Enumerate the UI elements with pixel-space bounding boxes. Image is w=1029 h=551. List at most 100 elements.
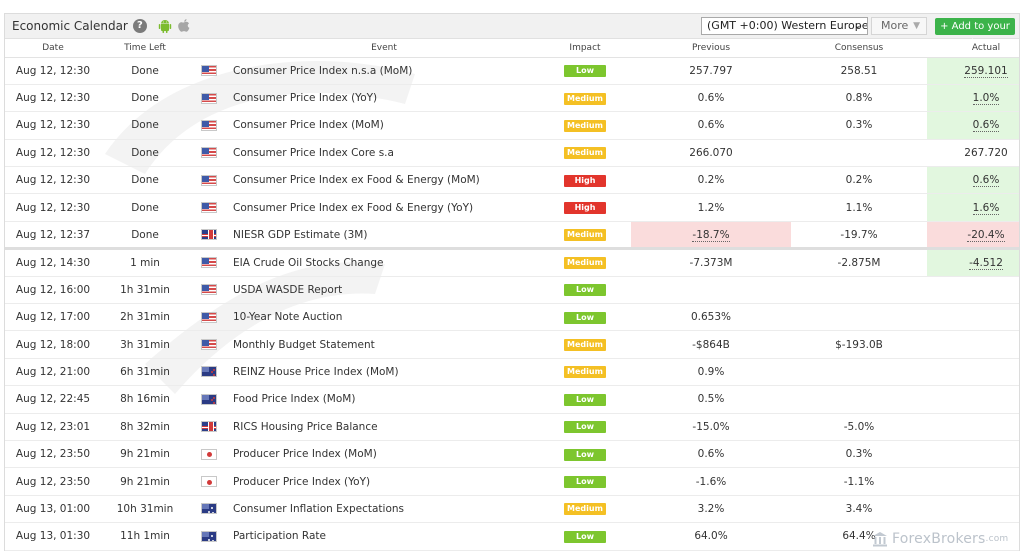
event-name[interactable]: Food Price Index (MoM) [229,385,539,414]
event-name[interactable]: EIA Crude Oil Stocks Change [229,248,539,277]
table-row[interactable]: Aug 12, 17:00 2h 31min 10-Year Note Auctio… [5,303,1019,332]
impact-badge: Low [564,530,606,543]
event-previous: 0.6% [631,111,791,140]
table-row[interactable]: Aug 13, 01:00 10h 31min Consumer Inflation… [5,495,1019,524]
previous-value: -15.0% [692,420,730,433]
event-name[interactable]: Producer Price Index (YoY) [229,467,539,496]
event-name[interactable]: USDA WASDE Report [229,276,539,305]
event-impact-cell: Medium [539,248,631,277]
au-flag-icon [201,503,217,515]
event-previous: 0.6% [631,84,791,113]
table-row[interactable]: Aug 12, 12:30 Done Consumer Price Index n.… [5,57,1019,85]
header-previous[interactable]: Previous [631,39,791,58]
table-row[interactable]: Aug 12, 12:30 Done Consumer Price Index ex… [5,193,1019,222]
event-previous: 0.9% [631,358,791,387]
previous-value: 0.6% [697,448,725,461]
event-name[interactable]: Consumer Price Index ex Food & Energy (M… [229,166,539,195]
table-row[interactable]: Aug 12, 12:37 Done NIESR GDP Estimate (3M)… [5,221,1019,251]
table-row[interactable]: Aug 12, 12:30 Done Consumer Price Index (Y… [5,84,1019,113]
event-previous: 3.2% [631,495,791,524]
table-row[interactable]: Aug 12, 16:00 1h 31min USDA WASDE Report Lo… [5,276,1019,305]
event-impact-cell: High [539,193,631,222]
country-flag-cell [189,522,229,551]
table-row[interactable]: Aug 12, 14:30 1 min EIA Crude Oil Stocks C… [5,248,1019,277]
event-name[interactable]: RICS Housing Price Balance [229,413,539,441]
impact-badge: Low [564,448,606,461]
previous-value: 3.2% [697,502,725,515]
event-name[interactable]: REINZ House Price Index (MoM) [229,358,539,387]
event-name[interactable]: Consumer Price Index Core s.a [229,139,539,168]
event-time-left: 6h 31min [101,358,189,387]
table-row[interactable]: Aug 12, 12:30 Done Consumer Price Index (M… [5,111,1019,140]
event-previous [631,276,791,305]
event-impact-cell: Low [539,413,631,441]
table-row[interactable]: Aug 12, 22:45 8h 16min Food Price Index (M… [5,385,1019,414]
us-flag-icon [201,119,217,131]
event-actual [927,413,1019,441]
event-previous: -1.6% [631,467,791,496]
event-name[interactable]: Participation Rate [229,522,539,551]
timezone-select[interactable]: (GMT +0:00) Western Europe T ⌄ [701,17,868,35]
event-time-left: Done [101,84,189,113]
event-name[interactable]: Consumer Inflation Expectations [229,495,539,524]
impact-badge: Low [564,421,606,434]
previous-value: -1.6% [695,475,727,488]
header-time-left[interactable]: Time Left [101,39,189,58]
event-time-left: 10h 31min [101,495,189,524]
add-to-site-button[interactable]: + Add to your site [935,18,1015,49]
event-time-left: 9h 21min [101,440,189,469]
previous-value: 64.0% [694,530,728,543]
event-name[interactable]: Producer Price Index (MoM) [229,440,539,469]
event-previous: -18.7% [631,221,791,251]
event-name[interactable]: Consumer Price Index ex Food & Energy (Y… [229,193,539,222]
event-name[interactable]: 10-Year Note Auction [229,303,539,332]
event-actual: 0.6% [927,166,1019,195]
event-time-left: Done [101,139,189,168]
event-name[interactable]: NIESR GDP Estimate (3M) [229,221,539,251]
jp-flag-icon [201,476,217,488]
header-event[interactable]: Event [229,39,539,58]
event-consensus [791,303,927,332]
table-row[interactable]: Aug 12, 23:50 9h 21min Producer Price Inde… [5,467,1019,496]
country-flag-cell [189,440,229,469]
header-consensus[interactable]: Consensus [791,39,927,58]
help-icon[interactable]: ? [132,19,147,33]
android-icon[interactable] [157,18,173,34]
event-impact-cell: Medium [539,139,631,168]
event-time-left: Done [101,193,189,222]
event-date: Aug 12, 22:45 [5,385,101,414]
event-impact-cell: Medium [539,358,631,387]
header-impact[interactable]: Impact [539,39,631,58]
event-actual [927,385,1019,414]
table-row[interactable]: Aug 12, 12:30 Done Consumer Price Index Co… [5,139,1019,168]
apple-icon[interactable] [177,18,191,34]
table-row[interactable]: Aug 12, 23:01 8h 32min RICS Housing Price … [5,413,1019,441]
header-date[interactable]: Date [5,39,101,58]
event-name[interactable]: Consumer Price Index n.s.a (MoM) [229,57,539,85]
table-row[interactable]: Aug 12, 12:30 Done Consumer Price Index ex… [5,166,1019,195]
event-name[interactable]: Monthly Budget Statement [229,330,539,359]
table-row[interactable]: Aug 12, 21:00 6h 31min REINZ House Price I… [5,358,1019,387]
table-row[interactable]: Aug 12, 23:50 9h 21min Producer Price Inde… [5,440,1019,469]
event-impact-cell: Low [539,467,631,496]
impact-badge: Medium [564,257,606,270]
header-actual[interactable]: Actual [927,39,1019,58]
table-row[interactable]: Aug 12, 18:00 3h 31min Monthly Budget Stat… [5,330,1019,359]
event-name[interactable]: Consumer Price Index (MoM) [229,111,539,140]
event-name[interactable]: Consumer Price Index (YoY) [229,84,539,113]
event-time-left: 11h 1min [101,522,189,551]
event-actual: 1.0% [927,84,1019,113]
event-impact-cell: Low [539,303,631,332]
more-dropdown[interactable]: More ▼ [871,17,927,35]
event-impact-cell: Low [539,522,631,551]
table-row[interactable]: Aug 13, 01:30 11h 1min Participation Rate L… [5,522,1019,551]
event-date: Aug 12, 21:00 [5,358,101,387]
event-consensus [791,139,927,168]
event-consensus: -1.1% [791,467,927,496]
country-flag-cell [189,139,229,168]
previous-value: 257.797 [689,64,733,77]
event-consensus [791,358,927,387]
event-time-left: Done [101,221,189,251]
event-consensus: 64.4% [791,522,927,551]
actual-value: -20.4% [967,228,1005,242]
